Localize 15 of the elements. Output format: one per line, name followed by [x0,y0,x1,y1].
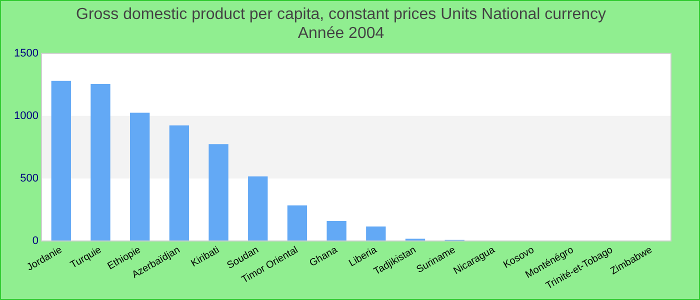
bar [326,220,346,241]
bar [169,125,190,241]
chart-title: Gross domestic product per capita, constant prices Units National currency [76,6,606,24]
bar [248,176,268,241]
chart-subtitle: Année 2004 [298,25,384,42]
y-tick-label: 500 [20,172,38,184]
bar [287,205,308,241]
bar [130,112,150,241]
bar [51,80,71,241]
y-tick-label: 1000 [14,110,38,122]
y-tick-label: 1500 [14,47,38,60]
bar [208,144,228,241]
bar [90,84,110,241]
y-tick-label: 0 [32,235,38,248]
bar [366,226,386,241]
